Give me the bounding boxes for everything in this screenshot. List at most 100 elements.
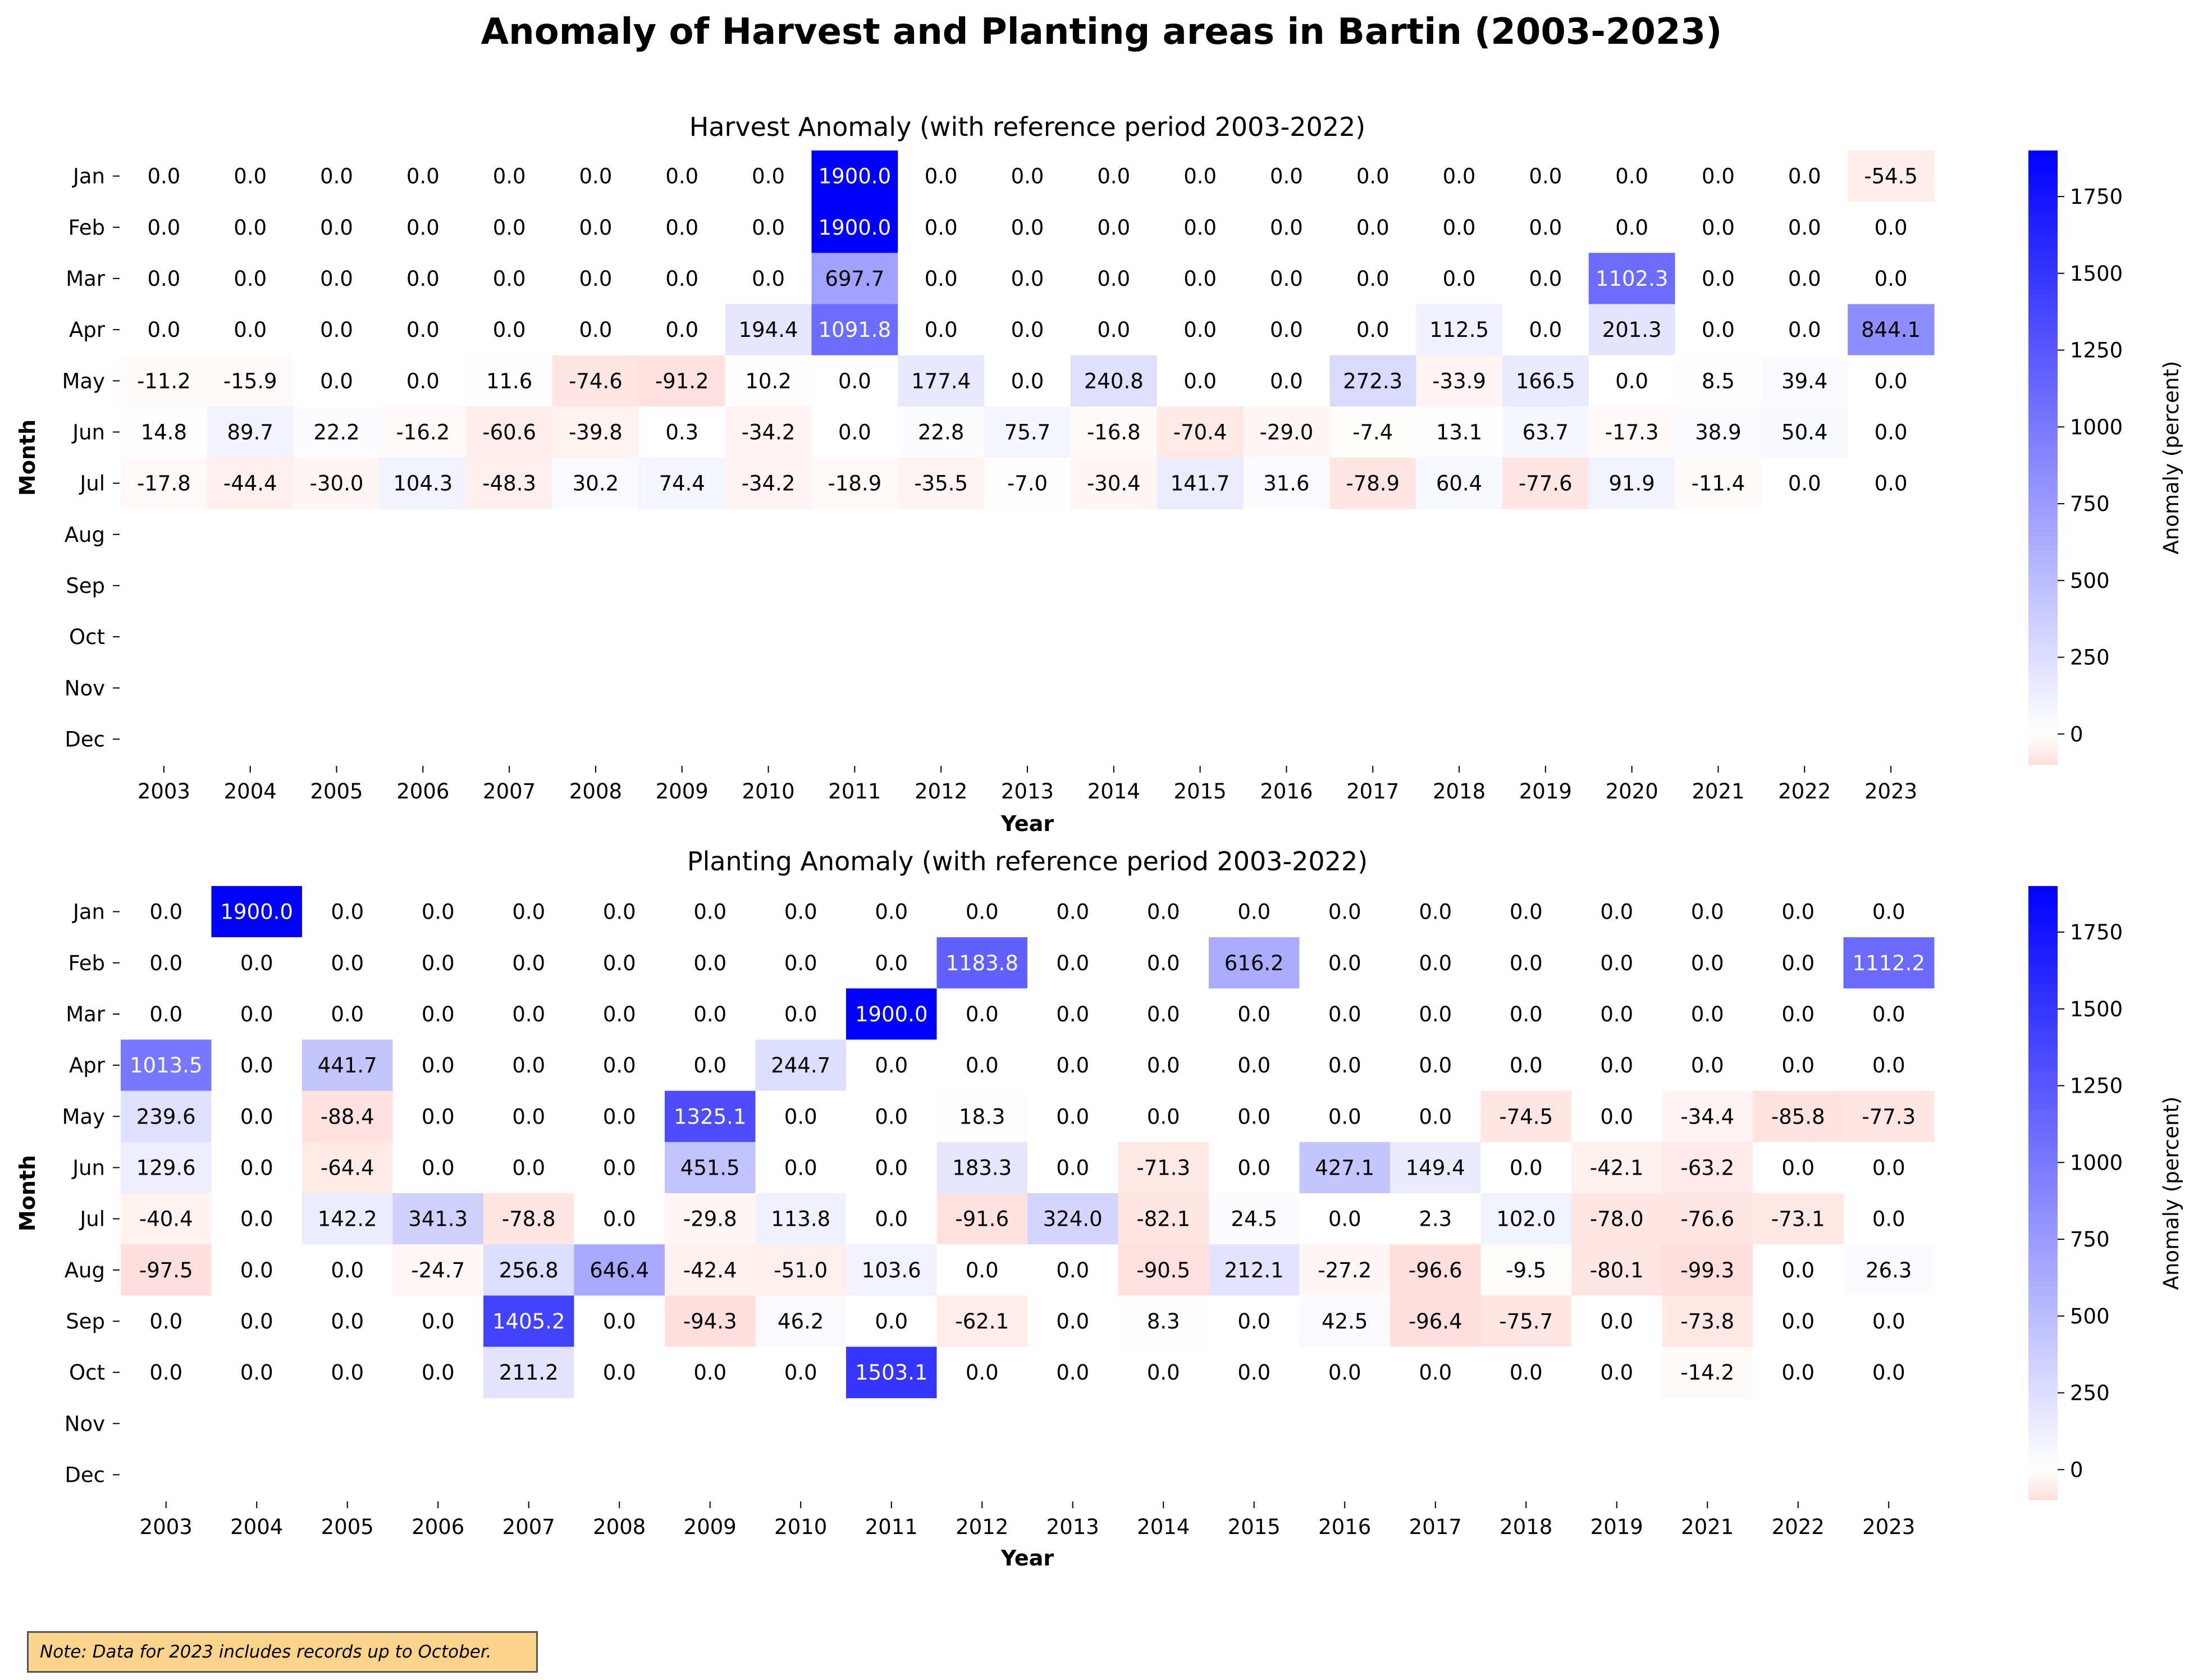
heatmap-cell	[984, 406, 1071, 458]
heatmap-cell	[483, 1244, 574, 1296]
cell-label: 0.0	[512, 900, 545, 924]
heatmap-cell	[380, 253, 467, 304]
cell-label: 63.7	[1523, 420, 1569, 444]
heatmap-cell	[121, 1346, 212, 1399]
colorbar-tick-label: 1250	[2070, 1074, 2123, 1098]
heatmap-cell	[1209, 886, 1300, 938]
heatmap-cell	[1571, 1039, 1662, 1092]
heatmap-cell	[1502, 150, 1589, 202]
x-tick-label: 2013	[1001, 779, 1054, 804]
heatmap-cell	[755, 1193, 847, 1245]
cell-label: 697.7	[825, 267, 884, 291]
heatmap-cell	[380, 202, 467, 253]
heatmap-cell	[1480, 1193, 1572, 1245]
heatmap-cell	[574, 1295, 665, 1347]
cell-label: -7.4	[1352, 420, 1393, 444]
cell-label: 0.0	[1056, 1361, 1089, 1385]
heatmap-cell	[293, 150, 380, 202]
heatmap-cell	[1209, 1039, 1300, 1092]
cell-label: 0.0	[1097, 267, 1130, 291]
heatmap-cell	[483, 937, 574, 989]
cell-label: -90.5	[1136, 1258, 1190, 1282]
x-tick-label: 2018	[1500, 1515, 1552, 1539]
cell-label: 0.0	[1419, 1104, 1452, 1129]
heatmap-cell	[1243, 304, 1330, 356]
cell-label: 0.0	[1419, 1361, 1452, 1385]
cell-label: 0.0	[1510, 1156, 1543, 1180]
heatmap-cell	[1761, 406, 1848, 458]
heatmap-cell	[936, 1346, 1028, 1399]
heatmap-cell	[1209, 1142, 1300, 1194]
cell-label: 0.0	[1872, 1156, 1905, 1180]
cell-label: 0.0	[1781, 900, 1814, 924]
heatmap-cell	[1675, 304, 1762, 356]
x-tick-label: 2020	[1606, 779, 1658, 804]
colorbar-label: Anomaly (percent)	[2159, 1097, 2183, 1290]
heatmap-cell	[665, 1142, 756, 1194]
heatmap-cell	[1157, 150, 1244, 202]
cell-label: 30.2	[573, 472, 619, 496]
heatmap-cell	[1843, 988, 1935, 1040]
y-tick-label: Jul	[79, 1207, 105, 1231]
heatmap-cell	[1588, 202, 1676, 253]
cell-label: 844.1	[1861, 318, 1921, 342]
heatmap-cell	[1416, 253, 1503, 304]
heatmap-cell	[211, 1039, 303, 1092]
heatmap-cell	[1027, 1039, 1118, 1092]
heatmap-cell	[121, 886, 212, 938]
cell-label: 616.2	[1224, 951, 1284, 975]
heatmap-cell	[211, 937, 303, 989]
heatmap-cell	[392, 1244, 484, 1296]
heatmap-cell	[302, 1346, 393, 1399]
cell-label: 212.1	[1224, 1258, 1284, 1282]
cell-label: 8.5	[1702, 369, 1735, 393]
cell-label: 0.0	[147, 267, 180, 291]
colorbar-tick-label: 1000	[2070, 415, 2123, 439]
cell-label: 239.6	[136, 1104, 196, 1129]
cell-label: 0.0	[320, 369, 353, 393]
colorbar-tick-label: 0	[2070, 722, 2083, 746]
heatmap-cell	[725, 202, 812, 253]
cell-label: 0.0	[1419, 1002, 1452, 1026]
heatmap-cell	[1118, 1244, 1209, 1296]
cell-label: -91.2	[655, 369, 709, 393]
heatmap-cell	[1416, 355, 1503, 407]
cell-label: 0.0	[1788, 472, 1821, 496]
heatmap-cell	[211, 988, 303, 1040]
cell-label: -34.2	[742, 472, 796, 496]
x-tick-label: 2016	[1260, 779, 1313, 804]
heatmap-cell	[846, 937, 937, 989]
planting-heatmap: Planting Anomaly (with reference period …	[15, 846, 2183, 1571]
cell-label: -14.2	[1680, 1361, 1734, 1385]
cell-label: -11.2	[137, 369, 191, 393]
heatmap-cell	[1480, 1295, 1572, 1347]
cell-label: 26.3	[1866, 1258, 1912, 1282]
cell-label: 0.0	[1183, 267, 1217, 291]
cell-label: 0.0	[422, 1361, 455, 1385]
heatmap-cell	[483, 1193, 574, 1245]
heatmap-cell	[1843, 1295, 1935, 1347]
heatmap-cell	[638, 458, 726, 509]
cell-label: -80.1	[1590, 1258, 1644, 1282]
cell-label: 22.8	[918, 420, 964, 444]
cell-label: 0.0	[1600, 900, 1633, 924]
cell-label: 112.5	[1429, 318, 1489, 342]
heatmap-cell	[1761, 253, 1848, 304]
cell-label: 0.0	[665, 318, 698, 342]
y-tick-label: Aug	[65, 1258, 105, 1282]
cell-label: 0.0	[1183, 369, 1217, 393]
heatmap-cell	[725, 458, 812, 509]
cell-label: -97.5	[139, 1258, 193, 1282]
cell-label: 0.0	[493, 267, 526, 291]
cell-label: -34.2	[742, 420, 796, 444]
heatmap-cell	[1480, 1090, 1572, 1143]
cell-label: -62.1	[955, 1309, 1009, 1334]
cell-label: -54.5	[1864, 165, 1918, 189]
heatmap-cell	[121, 355, 208, 407]
heatmap-cell	[846, 1039, 937, 1092]
cell-label: 0.0	[1147, 1104, 1180, 1129]
heatmap-cell	[665, 988, 756, 1040]
cell-label: 0.0	[665, 165, 698, 189]
cell-label: 0.0	[1781, 1156, 1814, 1180]
